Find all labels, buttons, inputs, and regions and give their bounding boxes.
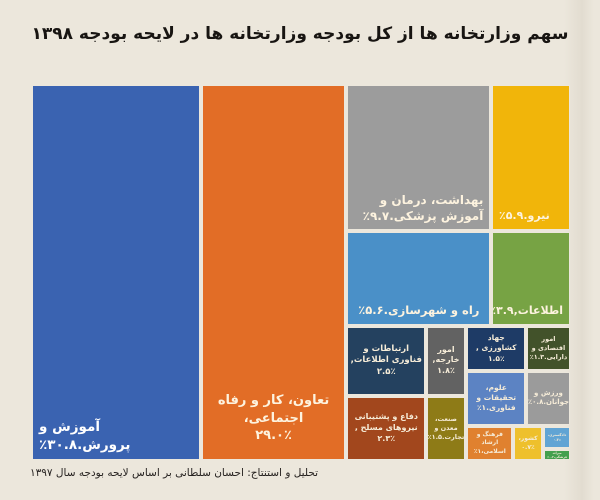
treemap-cell-label: امور خارجه, ۱.۸٪ [432,344,460,376]
treemap-cell-amuzesh-va-parvaresh: آموزش و پرورش.۳۰.۸٪ [32,85,200,460]
treemap-cell-label: اطلاعات,۳.۹٪ [493,304,563,318]
treemap-cell-jahad-keshavarzi: جهاد کشاورزی , ۱.۵٪ [467,326,526,370]
source-caption: تحلیل و استنتاج: احسان سلطانی بر اساس لا… [30,467,319,479]
treemap-cell-label: ارتباطات و فناوری اطلاعات, ۲.۵٪ [350,343,422,377]
treemap-cell-omur-kharejeh: امور خارجه, ۱.۸٪ [426,326,466,395]
treemap-cell-taavon-kar-refah: تعاون، کار و رفاه اجتماعی، ۲۹.۰٪ [202,85,346,460]
treemap-cell-olum-tahqiqat: علوم، تحقیقات و فناوری.۱٪ [467,371,526,425]
treemap-cell-label: نیرو.۵.۹٪ [498,209,550,223]
treemap-cell-omur-eqtesadi-darayi: امور اقتصادی و دارایی.۱.۳٪ [526,326,570,370]
treemap-cell-label: امور اقتصادی و دارایی.۱.۳٪ [529,335,568,361]
treemap-cell-label: علوم، تحقیقات و فناوری.۱٪ [476,383,517,413]
treemap-cell-label: دادگستری، ۰.۳٪ [547,432,567,442]
treemap-cell-niroo: نیرو.۵.۹٪ [491,85,570,231]
treemap-cell-label: فرهنگ و ارشاد اسلامی،۱٪ [473,431,506,455]
treemap: آموزش و پرورش.۳۰.۸٪ تعاون، کار و رفاه اجت… [32,85,570,460]
treemap-cell-dadgostari: دادگستری، ۰.۳٪ [544,427,570,448]
treemap-cell-varzesh-javanan: ورزش و جوانان.۰.۸٪ [526,371,570,425]
treemap-cell-mirase-farhangi: میراث فرهنگی،۰.۲٪ [544,449,570,460]
treemap-cell-label: میراث فرهنگی،۰.۲٪ [547,450,567,459]
treemap-cell-label: بهداشت، درمان و آموزش پزشکی.۹.۷٪ [362,192,484,223]
treemap-cell-farhang-ershad: فرهنگ و ارشاد اسلامی،۱٪ [467,427,513,460]
treemap-cell-label: کشور، ۰.۷٪ [518,435,538,451]
treemap-cell-sanat-madan-tejarat: صنعت، معدن و تجارت.۱.۵٪ [426,396,466,460]
treemap-cell-rah-va-shahrsazi: راه و شهرسازی.۵.۶٪ [347,232,491,325]
treemap-cell-label: ورزش و جوانان.۰.۸٪ [527,388,570,407]
treemap-cell-keshvar: کشور، ۰.۷٪ [514,427,543,460]
treemap-cell-label: دفاع و پشتیبانی نیروهای مسلح , ۲.۳٪ [354,412,418,443]
treemap-cell-label: آموزش و پرورش.۳۰.۸٪ [39,418,131,453]
treemap-cell-ettelaat: اطلاعات,۳.۹٪ [491,232,570,325]
treemap-cell-defa-poshtibani: دفاع و پشتیبانی نیروهای مسلح , ۲.۳٪ [347,396,426,460]
treemap-cell-ertebatat-fanavari: ارتباطات و فناوری اطلاعات, ۲.۵٪ [347,326,426,395]
treemap-cell-label: صنعت، معدن و تجارت.۱.۵٪ [427,415,465,441]
treemap-cell-behdasht-darman: بهداشت، درمان و آموزش پزشکی.۹.۷٪ [347,85,491,231]
treemap-cell-label: جهاد کشاورزی , ۱.۵٪ [476,333,517,363]
treemap-cell-label: راه و شهرسازی.۵.۶٪ [358,303,480,318]
chart-title: سهم وزارتخانه ها از کل بودجه وزارتخانه ه… [31,24,569,44]
treemap-cell-label: تعاون، کار و رفاه اجتماعی، ۲۹.۰٪ [217,393,330,444]
